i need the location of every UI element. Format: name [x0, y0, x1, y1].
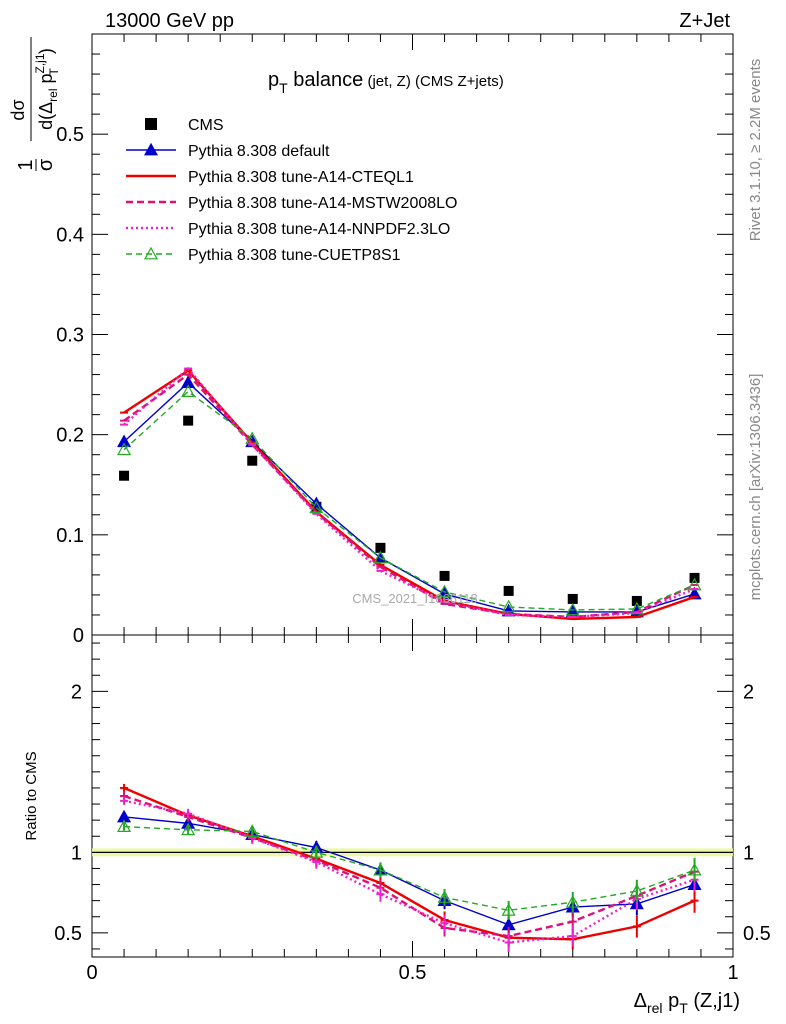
ratio-y-tick-label-right: 0.5: [743, 923, 771, 945]
series-1-ratio-line: [123, 786, 696, 941]
series-4-main-point: [565, 602, 580, 616]
series-4-main-point: [437, 584, 452, 598]
main-y-tick-label: 0.5: [56, 124, 84, 146]
main-panel: 0 0.1 0.2 0.3 0.4 0.5: [56, 33, 734, 647]
main-y-tick-label: 0.3: [56, 325, 84, 347]
ratio-y-tick-label: 1: [71, 842, 82, 864]
series-4-ratio-point: [309, 845, 324, 858]
main-y-tick-label: 0.4: [56, 224, 84, 246]
main-y-tick-label: 0.2: [56, 425, 84, 447]
legend-item-cms: CMS: [145, 117, 224, 134]
legend-item-4: Pythia 8.308 tune-CUETP8S1: [126, 246, 401, 264]
cms-data-series: [119, 415, 700, 606]
series-1-main-line: [123, 368, 695, 621]
header-process-label: Z+Jet: [679, 10, 730, 32]
rivet-version-label: Rivet 3.1.10, ≥ 2.2M events: [747, 59, 764, 242]
legend-marker: [143, 246, 159, 260]
series-4-ratio-point: [687, 862, 702, 876]
series-4-ratio-point: [245, 824, 260, 837]
series-4-main-point: [309, 500, 324, 514]
ratio-y-tick-label-right: 1: [743, 842, 754, 864]
series-4-ratio-point: [117, 819, 132, 832]
ratio-y-tick-label: 0.5: [54, 923, 82, 945]
x-axis-label: Δrel pT (Z,j1): [634, 990, 740, 1016]
legend-label: CMS: [188, 117, 224, 134]
cms-data-point: [439, 570, 450, 581]
series-0-main-point: [181, 375, 196, 388]
series-4-ratio-line: [124, 825, 695, 912]
x-tick-label: 1: [727, 962, 738, 984]
cms-data-point: [247, 455, 258, 466]
series-4-main-point: [629, 601, 644, 615]
cms-data-point: [631, 595, 642, 606]
chart-title: pT balance (jet, Z) (CMS Z+jets): [268, 69, 504, 96]
series-4-main-point: [181, 384, 196, 397]
legend-item-1: Pythia 8.308 tune-A14-CTEQL1: [126, 169, 414, 186]
legend-marker: [145, 118, 157, 130]
legend-marker: [143, 142, 159, 156]
series-4-ratio-point: [565, 895, 580, 908]
legend: CMS Pythia 8.308 default Pythia 8.308 tune…: [126, 117, 457, 264]
series-4-main-point: [117, 442, 132, 456]
cms-data-point: [503, 585, 514, 596]
legend-item-3: Pythia 8.308 tune-A14-NNPDF2.3LO: [126, 221, 450, 238]
main-y-tick-label: 0: [73, 625, 84, 647]
svg-text:d(Δrel pZ,j1T): d(Δrel pZ,j1T): [33, 48, 61, 130]
main-y-axis-label: 1 σ dσ d(Δrel pZ,j1T): [8, 37, 61, 171]
series-4-ratio-point: [437, 890, 452, 903]
series-4-main-line: [123, 390, 695, 611]
x-tick-label: 0: [86, 962, 97, 984]
series-4-main-point: [501, 599, 516, 613]
series-0-main-line: [123, 381, 695, 613]
cms-data-point: [567, 593, 578, 604]
legend-label: Pythia 8.308 default: [188, 143, 330, 160]
ratio-y-axis-label: Ratio to CMS: [23, 751, 40, 840]
header-energy-label: 13000 GeV pp: [105, 10, 234, 32]
series-4-ratio-point: [501, 903, 516, 916]
legend-label: Pythia 8.308 tune-A14-MSTW2008LO: [188, 195, 457, 212]
series-4-main-point: [245, 431, 260, 445]
analysis-watermark: CMS_2021_I1866118: [352, 591, 478, 606]
ratio-y-tick-label: 2: [71, 681, 82, 703]
cms-data-point: [183, 415, 194, 426]
x-tick-label: 0.5: [399, 962, 427, 984]
svg-text:σ: σ: [35, 158, 57, 171]
series-0-main-point: [117, 434, 132, 448]
main-y-tick-label: 0.1: [56, 525, 84, 547]
svg-text:dσ: dσ: [8, 99, 28, 120]
series-4-ratio-point: [629, 883, 644, 897]
ratio-panel: 0 0.5 10.5 0.51 12 2: [54, 634, 771, 984]
cms-data-point: [375, 542, 386, 553]
series-4-main-point: [373, 550, 388, 564]
series-2-ratio-line: [123, 794, 696, 938]
svg-text:1: 1: [15, 159, 37, 170]
series-0-ratio-line: [123, 816, 695, 926]
legend-label: Pythia 8.308 tune-A14-CTEQL1: [188, 169, 414, 186]
mcplots-label: mcplots.cern.ch [arXiv:1306.3436]: [747, 374, 764, 601]
series-0-main-point: [437, 586, 452, 600]
series-4-main-point: [687, 577, 702, 591]
series-2-main-line: [123, 372, 696, 619]
legend-item-2: Pythia 8.308 tune-A14-MSTW2008LO: [126, 195, 457, 212]
legend-label: Pythia 8.308 tune-CUETP8S1: [188, 247, 401, 264]
legend-item-0: Pythia 8.308 default: [126, 142, 330, 160]
series-3-main-line: [123, 366, 696, 619]
legend-label: Pythia 8.308 tune-A14-NNPDF2.3LO: [188, 221, 450, 238]
ratio-y-tick-label-right: 2: [743, 681, 754, 703]
series-4-ratio-point: [373, 862, 388, 876]
series-4-ratio-point: [181, 822, 196, 836]
cms-data-point: [119, 470, 130, 481]
